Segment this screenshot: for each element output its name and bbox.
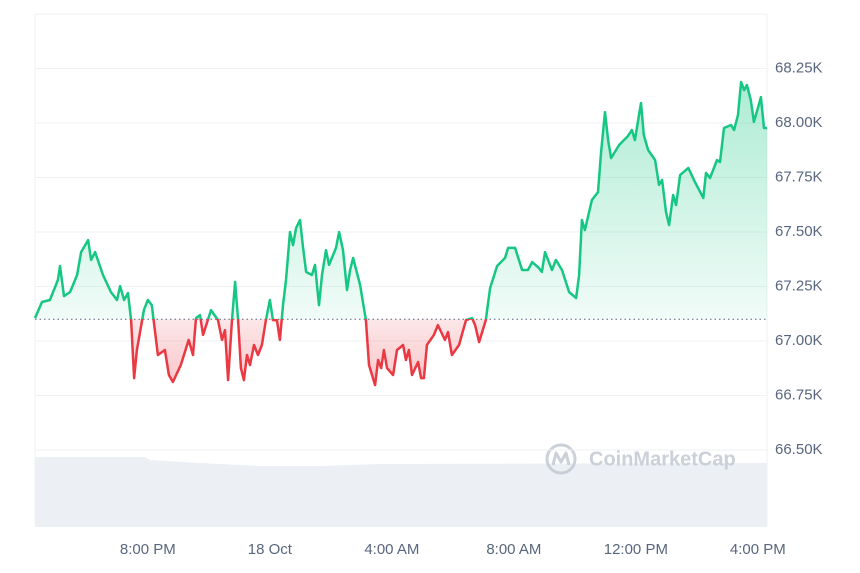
x-tick-label: 4:00 AM xyxy=(364,541,419,558)
y-tick-label: 67.75K xyxy=(775,168,823,185)
y-tick-label: 67.00K xyxy=(775,332,823,349)
x-tick-label: 8:00 AM xyxy=(486,541,541,558)
price-line xyxy=(33,80,767,387)
watermark-logo xyxy=(545,443,577,475)
labels: 66.50K 66.75K 67.00K 67.25K 67.50K 67.75K 68.0… xyxy=(120,59,823,557)
marks xyxy=(33,80,767,387)
x-tick-label: 8:00 PM xyxy=(120,541,176,558)
y-tick-label: 67.50K xyxy=(775,223,823,240)
y-tick-label: 68.00K xyxy=(775,114,823,131)
watermark-logo-mark xyxy=(551,451,571,466)
x-tick-label: 12:00 PM xyxy=(604,541,668,558)
x-tick-label: 4:00 PM xyxy=(730,541,786,558)
x-tick-label: 18 Oct xyxy=(248,541,293,558)
watermark: CoinMarketCap xyxy=(545,443,736,475)
watermark-text: CoinMarketCap xyxy=(589,448,736,470)
y-tick-label: 68.25K xyxy=(775,59,823,76)
y-tick-label: 66.75K xyxy=(775,387,823,404)
price-area xyxy=(35,82,767,386)
y-tick-label: 67.25K xyxy=(775,277,823,294)
y-tick-label: 66.50K xyxy=(775,441,823,458)
volume-area xyxy=(35,457,767,527)
